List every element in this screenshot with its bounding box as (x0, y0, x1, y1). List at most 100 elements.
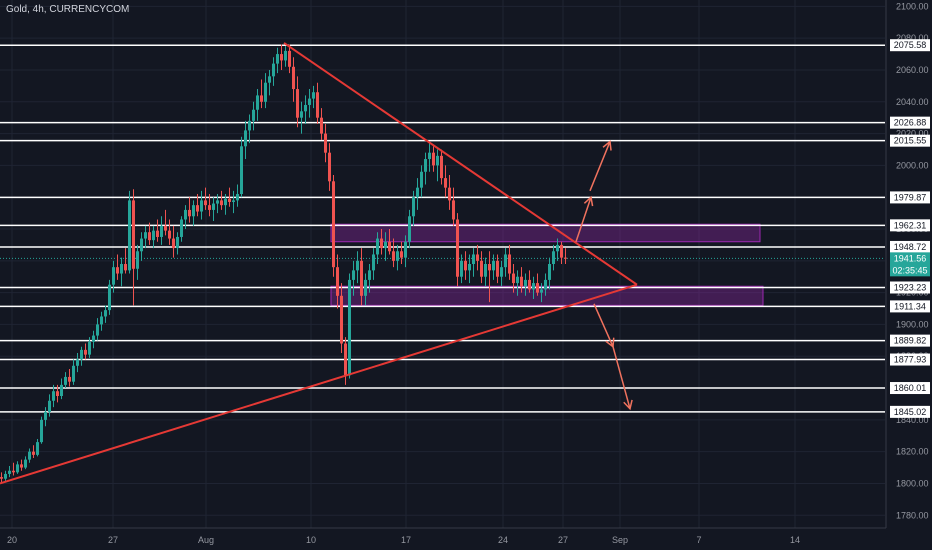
candle-body (52, 391, 55, 401)
candle-body (212, 203, 215, 210)
level-label: 1860.01 (894, 383, 927, 393)
candle-body (152, 230, 155, 241)
candle-body (460, 260, 463, 277)
projection-arrow (589, 141, 611, 192)
price-tick-label: 2020.00 (896, 129, 929, 139)
chart-title: Gold, 4h, CURRENCYCOM (6, 4, 130, 15)
candle-body (196, 205, 199, 212)
candle-body (160, 225, 163, 237)
level-label-box (890, 240, 930, 253)
candle-body (480, 260, 483, 277)
candle-body (532, 283, 535, 290)
candle-body (404, 241, 407, 258)
candle-body (144, 232, 147, 239)
candle-body (556, 244, 559, 252)
candle-body (108, 284, 111, 311)
level-label-box (890, 116, 930, 129)
level-label-box (890, 300, 930, 313)
candle-body (44, 411, 47, 420)
price-tick-label: 1820.00 (896, 447, 929, 457)
candle-body (20, 464, 23, 468)
candle-body (364, 279, 367, 296)
candle-body (528, 279, 531, 290)
price-tick-label: 2060.00 (896, 65, 929, 75)
candle-body (240, 146, 243, 195)
candle-body (0, 477, 3, 479)
level-label: 1948.72 (894, 242, 927, 252)
price-tick-label: 2100.00 (896, 1, 929, 11)
level-label-box (890, 281, 930, 294)
candle-body (268, 76, 271, 83)
candle-body (496, 260, 499, 277)
time-tick-label: 17 (401, 535, 411, 545)
candle-body (336, 267, 339, 296)
level-label-box (890, 219, 930, 232)
candle-body (352, 270, 355, 280)
candle-body (348, 279, 351, 376)
candle-body (24, 459, 27, 468)
arrowhead (623, 399, 633, 411)
candle-body (48, 400, 51, 412)
candle-body (100, 316, 103, 325)
level-label: 1979.87 (894, 192, 927, 202)
level-label-box (890, 39, 930, 52)
candle-body (448, 187, 451, 201)
candle-body (88, 341, 91, 355)
price-tick-label: 1900.00 (896, 319, 929, 329)
candle-body (308, 98, 311, 105)
candle-body (184, 209, 187, 220)
current-price-label: 1941.56 (894, 253, 927, 263)
candle-body (516, 276, 519, 284)
time-tick-label: 10 (306, 535, 316, 545)
time-tick-label: 7 (696, 535, 701, 545)
candle-body (332, 181, 335, 268)
candle-body (220, 200, 223, 206)
projection-arrow (575, 196, 592, 242)
level-label: 2015.55 (894, 136, 927, 146)
price-tick-label: 1800.00 (896, 478, 929, 488)
candle-body (456, 219, 459, 277)
candle-body (396, 251, 399, 261)
candle-body (408, 216, 411, 242)
level-label: 1877.93 (894, 355, 927, 365)
candle-body (208, 205, 211, 210)
trendline (283, 42, 638, 286)
level-label-box (890, 353, 930, 366)
candle-body (500, 267, 503, 277)
level-label: 2026.88 (894, 118, 927, 128)
candle-body (372, 254, 375, 271)
level-label: 1911.34 (894, 301, 926, 311)
candle-body (116, 267, 119, 274)
candle-body (244, 130, 247, 147)
candle-body (468, 264, 471, 271)
candle-body (176, 236, 179, 249)
candle-body (216, 200, 219, 204)
level-label-box (890, 405, 930, 418)
time-tick-label: 20 (7, 535, 17, 545)
candle-body (444, 178, 447, 188)
candle-body (388, 241, 391, 252)
candle-body (440, 155, 443, 179)
candle-body (368, 270, 371, 280)
candle-body (428, 152, 431, 160)
candle-body (16, 464, 19, 473)
candle-body (296, 89, 299, 118)
candle-body (552, 251, 555, 264)
level-label-box (890, 334, 930, 347)
candle-body (124, 264, 127, 271)
candle-body (172, 238, 175, 249)
countdown-label: 02:35:45 (892, 265, 927, 275)
candle-body (356, 260, 359, 271)
candle-body (128, 200, 131, 271)
candle-body (72, 365, 75, 382)
candle-body (512, 273, 515, 284)
arrowhead (602, 140, 612, 151)
candle-body (400, 251, 403, 258)
candle-body (132, 200, 135, 269)
candle-body (416, 187, 419, 198)
candle-body (36, 442, 39, 455)
candle-body (432, 152, 435, 166)
level-label-box (890, 134, 930, 147)
time-tick-label: Aug (198, 535, 214, 545)
